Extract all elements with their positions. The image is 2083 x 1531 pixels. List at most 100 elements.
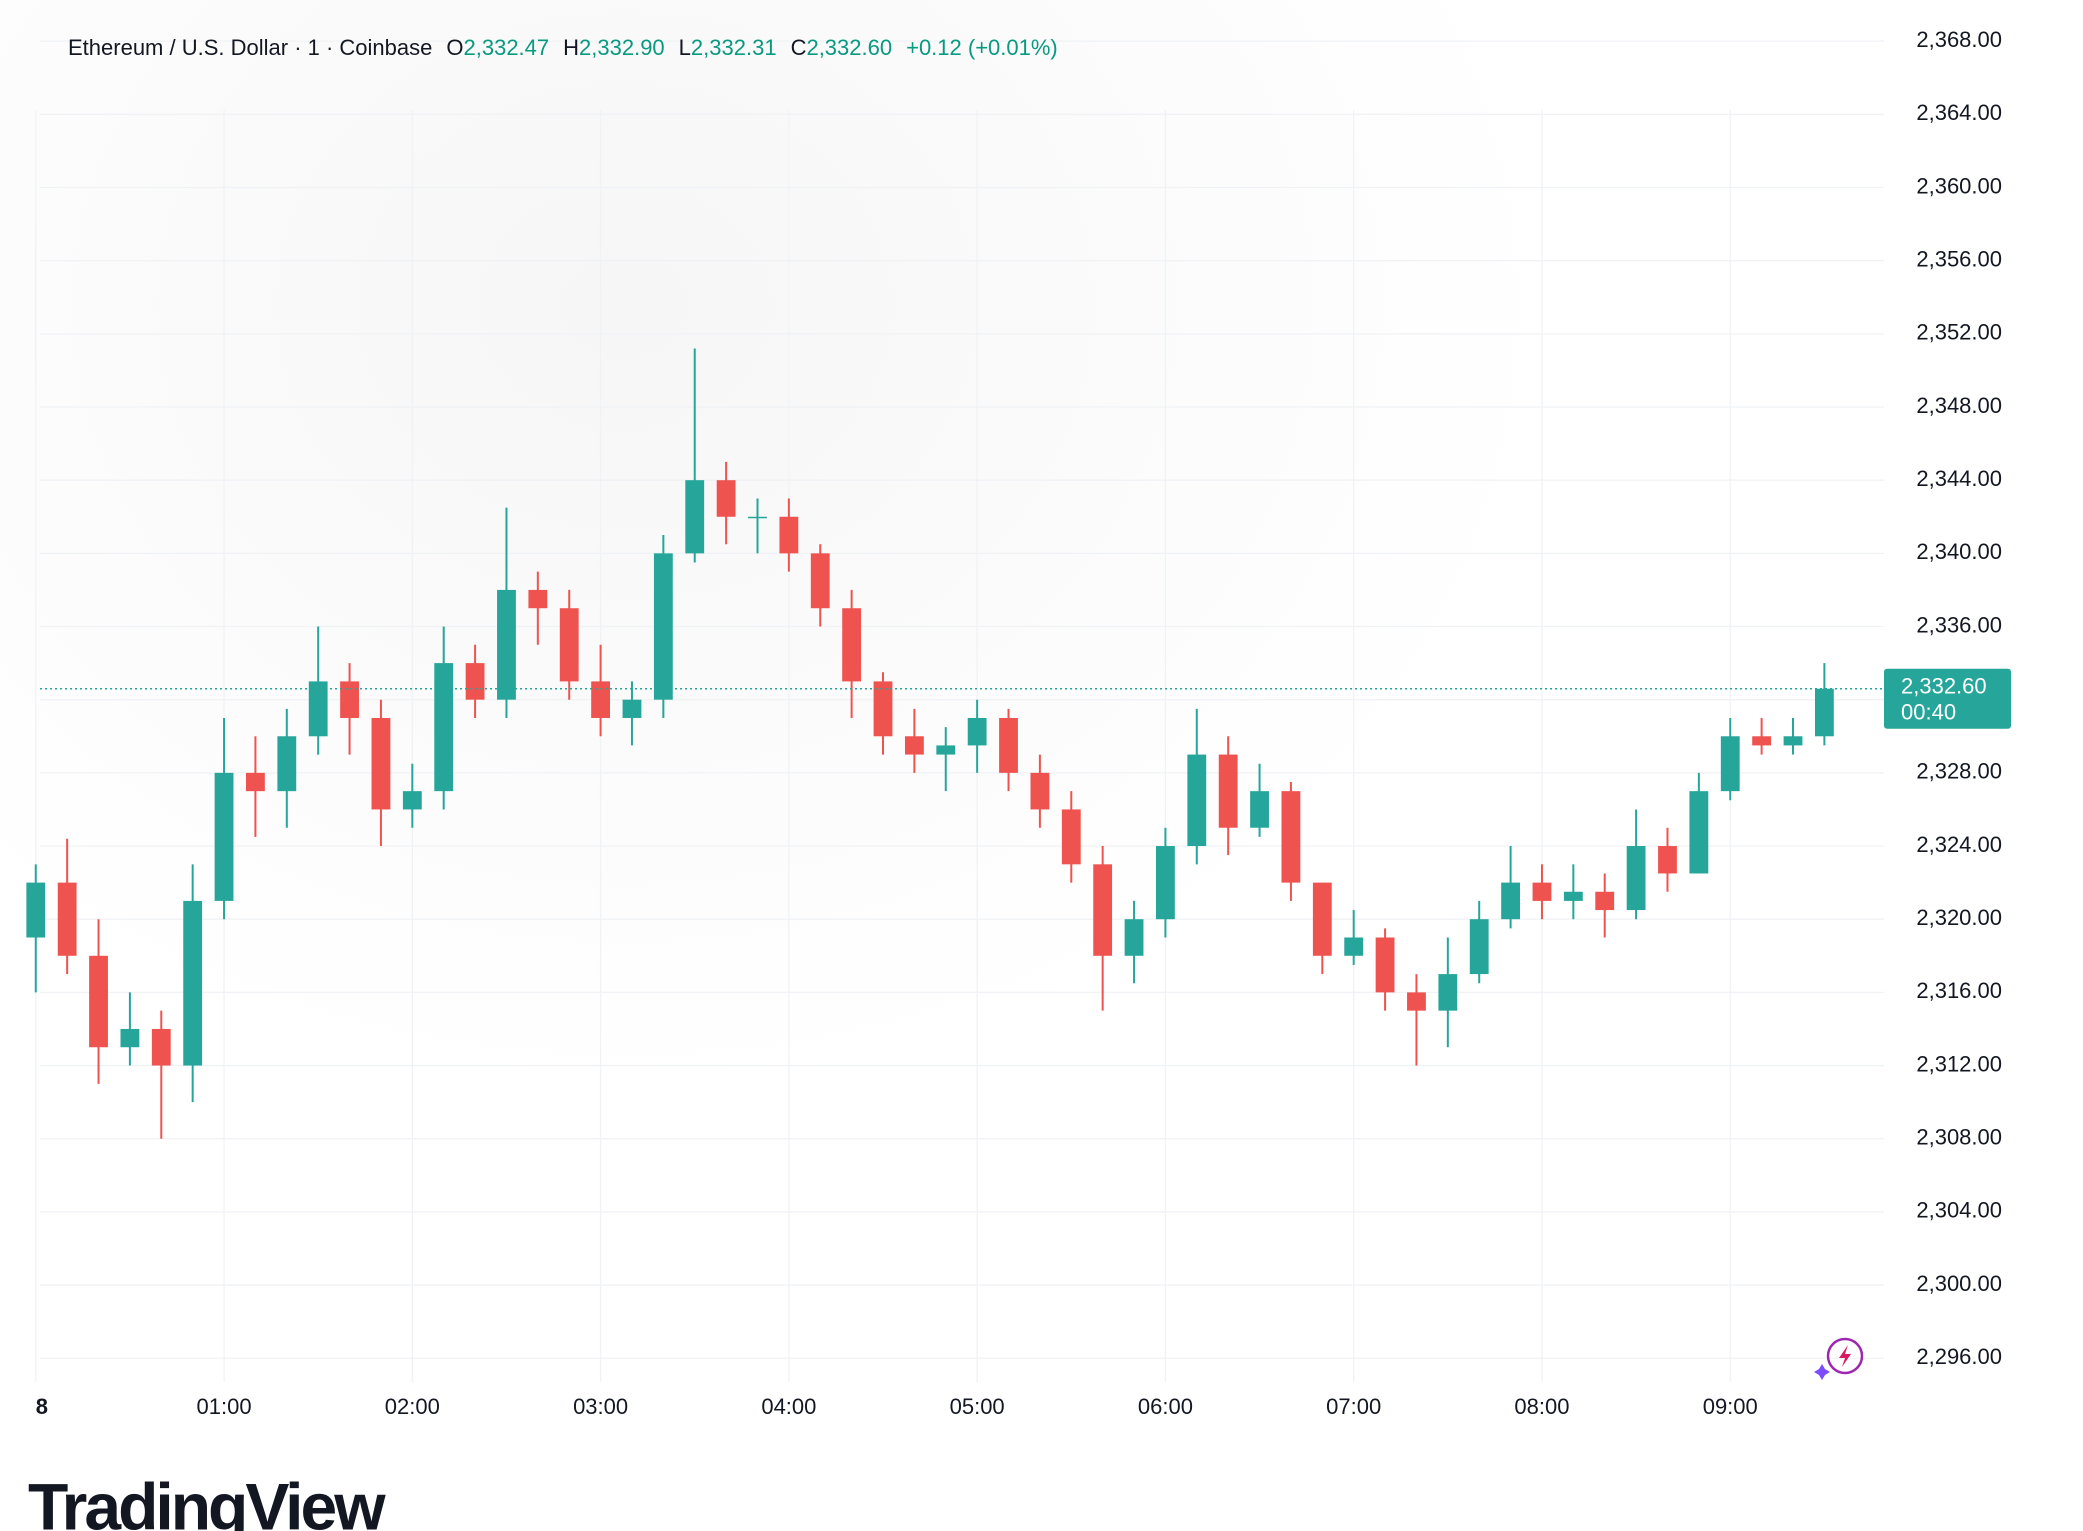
candle-body — [1532, 882, 1552, 901]
candle-body — [120, 1028, 140, 1048]
y-tick-label: 2,356.00 — [1916, 246, 2002, 271]
candle-body — [873, 681, 893, 737]
candle-body — [1250, 791, 1269, 828]
x-tick-label: 06:00 — [1138, 1394, 1193, 1419]
candle-body — [1626, 846, 1646, 911]
y-tick-label: 2,344.00 — [1916, 466, 2002, 491]
candle-body — [779, 516, 799, 554]
y-tick-label: 2,368.00 — [1916, 27, 2002, 52]
candle-body — [1156, 846, 1175, 920]
candle-body — [1658, 846, 1677, 874]
y-tick-label: 2,296.00 — [1916, 1344, 2002, 1369]
candle-body — [1501, 882, 1521, 920]
candle-body — [1218, 754, 1238, 828]
candle-body — [434, 663, 454, 792]
candle-body — [183, 900, 203, 1066]
candle-body — [1814, 688, 1834, 737]
candle-body — [716, 480, 736, 517]
candle-body — [528, 589, 548, 609]
x-tick-label: 05:00 — [950, 1394, 1005, 1419]
x-tick-label: 8 — [36, 1394, 48, 1419]
ohlc-value: 2,332.90 — [579, 35, 665, 60]
candle-body — [1752, 736, 1772, 746]
x-tick-label: 02:00 — [385, 1394, 440, 1419]
icon-sparkle — [1814, 1364, 1830, 1380]
candle-body — [1312, 882, 1332, 956]
ohlc-label: L — [678, 35, 691, 60]
candle-body — [1438, 974, 1458, 1011]
candle-body — [402, 791, 422, 810]
ohlc-label: C — [790, 35, 807, 60]
candle-body — [1689, 791, 1709, 874]
candle-body — [465, 663, 485, 700]
candle-body — [1407, 992, 1426, 1011]
y-tick-label: 2,320.00 — [1916, 905, 2002, 930]
change: +0.12 (+0.01%) — [906, 35, 1058, 60]
candle-body — [1595, 891, 1615, 911]
y-tick-label: 2,360.00 — [1916, 173, 2002, 198]
candle-body — [591, 681, 611, 718]
x-tick-label: 07:00 — [1326, 1394, 1381, 1419]
candle-body — [1344, 937, 1364, 956]
x-tick-label: 01:00 — [197, 1394, 252, 1419]
candle-body — [1281, 791, 1301, 883]
candle-body — [653, 553, 673, 700]
candle-body — [1030, 772, 1050, 810]
icon-bolt — [1839, 1345, 1851, 1367]
candle-body — [1061, 809, 1081, 865]
y-tick-label: 2,348.00 — [1916, 393, 2002, 418]
candle-body — [559, 608, 579, 682]
ohlc-label: H — [563, 35, 580, 60]
candle-body — [1187, 754, 1207, 847]
candle-body — [622, 699, 642, 718]
candle-body — [89, 955, 108, 1048]
candle-body — [967, 717, 987, 746]
candle-body — [936, 745, 956, 755]
symbol-title: Ethereum / U.S. Dollar · 1 · Coinbase — [68, 35, 433, 60]
watermark: TradingView — [28, 1469, 386, 1531]
candle-body — [810, 553, 830, 609]
candle-body — [1783, 736, 1803, 746]
candle-body — [497, 589, 516, 700]
candle-body — [1375, 937, 1395, 993]
candle-body — [1093, 864, 1113, 956]
ohlc-values: O2,332.47 H2,332.90 L2,332.31 C2,332.60 — [446, 35, 906, 60]
y-tick-label: 2,324.00 — [1916, 832, 2002, 857]
x-tick-label: 03:00 — [573, 1394, 628, 1419]
lightning-icon — [1814, 1337, 1864, 1380]
candle-body — [1469, 919, 1489, 975]
ohlc-value: 2,332.47 — [463, 35, 550, 60]
y-tick-label: 2,340.00 — [1916, 539, 2002, 564]
y-tick-label: 2,316.00 — [1916, 978, 2002, 1003]
y-tick-label: 2,300.00 — [1916, 1271, 2002, 1296]
ohlc-label: O — [446, 35, 464, 60]
y-tick-label: 2,308.00 — [1916, 1125, 2002, 1150]
candle-body — [685, 480, 705, 554]
candle-body — [1720, 736, 1740, 792]
x-tick-label: 08:00 — [1514, 1394, 1569, 1419]
candle-body — [1124, 919, 1144, 956]
candle-body — [1563, 891, 1583, 901]
candle-body — [214, 772, 234, 901]
candle-body — [904, 736, 924, 755]
candle-body — [26, 882, 46, 938]
icon-ring — [1826, 1337, 1864, 1375]
candle-body — [246, 772, 265, 792]
candle-body — [748, 516, 767, 519]
y-tick-label: 2,336.00 — [1916, 612, 2002, 637]
countdown-label: 00:40 — [1901, 700, 1956, 725]
y-tick-label: 2,328.00 — [1916, 759, 2002, 784]
candle-body — [151, 1028, 171, 1066]
ohlc-value: 2,332.60 — [806, 35, 893, 60]
candle-body — [277, 736, 297, 792]
price-badge-label: 2,332.60 — [1901, 674, 1987, 699]
candle-body — [57, 882, 77, 956]
legend-header: Ethereum / U.S. Dollar · 1 · Coinbase O2,… — [68, 35, 1072, 61]
x-tick-label: 04:00 — [761, 1394, 816, 1419]
candle-body — [842, 608, 862, 682]
ohlc-value: 2,332.31 — [690, 35, 777, 60]
candle-body — [999, 717, 1018, 773]
y-tick-label: 2,364.00 — [1916, 100, 2002, 125]
